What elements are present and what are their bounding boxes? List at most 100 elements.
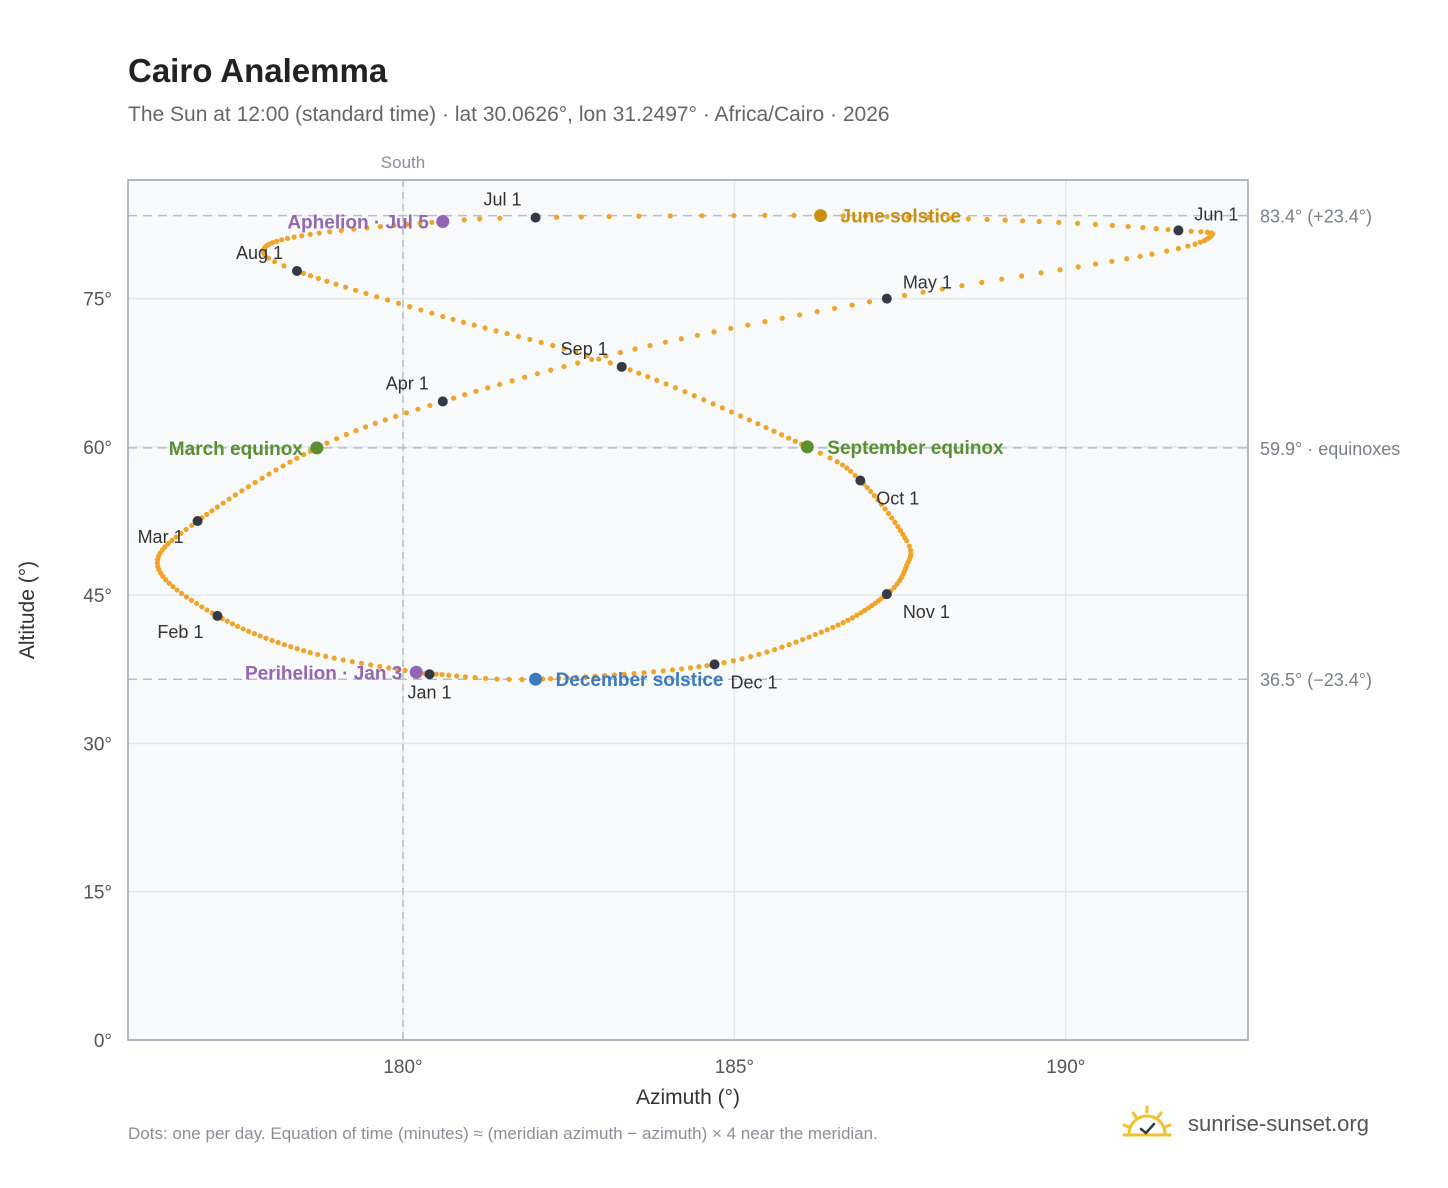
month-marker-label: Mar 1 [138,527,184,547]
daily-dot [165,541,171,547]
daily-dot [1198,229,1204,235]
daily-dot [494,676,500,682]
month-marker-label: Apr 1 [386,373,429,393]
daily-dot [834,459,840,465]
daily-dot [835,622,841,628]
event-marker [436,215,450,229]
daily-dot [316,230,322,236]
month-marker [881,293,892,304]
daily-dot [404,221,410,227]
daily-dot [1153,226,1159,232]
month-marker-label: Aug 1 [236,243,283,263]
daily-dot [830,624,836,631]
daily-dot [299,233,305,239]
reference-line-label: 36.5° (−23.4°) [1260,670,1372,690]
plot-area [128,180,1248,1040]
daily-dot [315,651,321,658]
daily-dot [1188,228,1194,234]
event-marker [814,209,828,223]
daily-dot [840,620,846,626]
daily-dot [382,417,388,423]
month-marker [291,265,302,276]
daily-dot [662,339,669,345]
daily-dot [854,612,860,618]
daily-dot [170,584,176,590]
daily-dot [368,662,374,668]
month-markers: Jan 1 Feb 1 Mar 1 Apr 1 May 1 Jun 1 Jul 1 Aug 1… [138,190,1239,703]
daily-dot [183,526,189,533]
daily-dot [493,328,499,334]
daily-dot [214,504,220,510]
daily-dot [429,310,435,316]
daily-dot [959,283,965,289]
daily-dot [429,219,435,225]
daily-dot [391,222,397,229]
daily-dot [844,465,850,471]
daily-dot [778,432,785,438]
daily-dot [866,299,873,305]
daily-dot [284,235,291,242]
daily-dot [617,349,623,356]
daily-dot [538,339,544,346]
daily-dot [818,629,824,635]
daily-dot [849,302,855,308]
daily-dot [730,658,736,664]
daily-dot [839,462,846,468]
daily-dot [272,259,278,265]
daily-dot [407,304,413,310]
daily-dot [691,393,697,399]
daily-dot [294,646,300,652]
daily-dot [294,455,300,461]
daily-dot [1109,258,1115,264]
daily-dot [534,371,541,377]
daily-dot [756,651,762,657]
brand[interactable]: sunrise-sunset.org [1120,1102,1369,1146]
daily-dot [824,627,830,633]
daily-dot [454,673,460,679]
daily-dot [636,213,642,219]
daily-dot [862,607,868,613]
daily-dot [394,666,400,672]
daily-dot [439,672,445,678]
daily-dot [1204,229,1211,235]
daily-dot [239,488,245,494]
daily-dot [745,322,751,328]
daily-dot [667,213,673,219]
daily-dot [433,671,439,677]
daily-dot [678,336,684,342]
daily-dot [473,388,479,394]
daily-dot [364,225,370,231]
daily-dot [946,215,952,221]
daily-dot [300,270,306,276]
daily-dot [497,215,503,221]
month-marker [437,396,448,407]
daily-dot [636,370,642,376]
event-label: December solstice [556,670,724,691]
month-marker-label: Jun 1 [1194,204,1238,224]
daily-dot [462,392,468,398]
daily-dot [800,636,806,643]
y-tick-label: 75° [83,290,112,311]
daily-dot [728,409,735,415]
daily-dot [660,668,666,674]
daily-dot [926,214,932,221]
daily-dot [179,590,185,597]
daily-dot [755,421,761,427]
daily-dot [762,212,768,219]
daily-dot [771,428,777,434]
daily-dot [764,649,770,655]
daily-dot [849,615,856,621]
daily-dot [327,229,333,235]
daily-dot [246,628,252,634]
daily-dot [1074,220,1081,226]
daily-dot [418,307,424,313]
daily-dot [737,413,744,419]
daily-dot [1164,248,1170,254]
month-marker-label: Feb 1 [157,622,203,642]
daily-dot [477,216,483,222]
event-label: March equinox [169,439,304,460]
daily-dot [748,653,754,660]
daily-dot [263,635,269,641]
daily-dot [226,496,232,502]
